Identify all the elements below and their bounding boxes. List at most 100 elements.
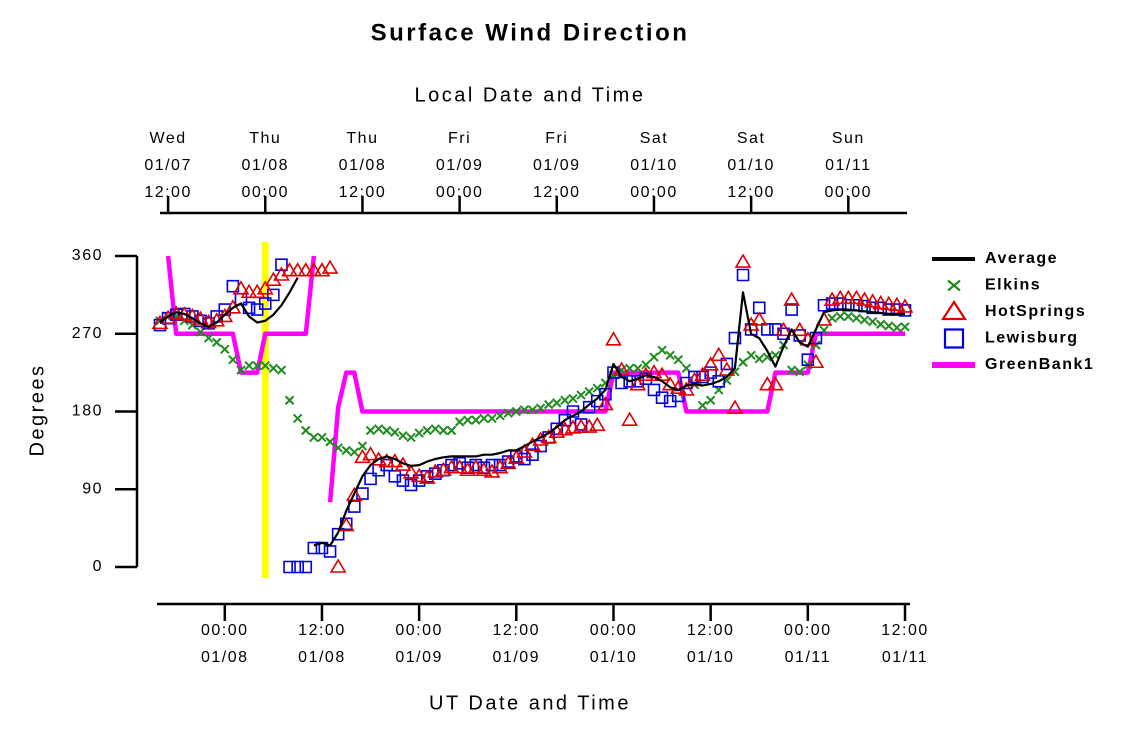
legend-label: GreenBank1	[985, 356, 1094, 373]
marker-x	[365, 425, 376, 436]
marker-triangle	[726, 399, 744, 414]
marker-triangle	[888, 296, 906, 312]
marker-triangle	[281, 262, 298, 277]
marker-triangle	[264, 271, 282, 286]
y-tick-label: 0	[93, 558, 103, 575]
marker-x	[657, 345, 667, 355]
x-tick-label: 01/10	[687, 649, 735, 666]
legend-symbol	[940, 299, 968, 321]
marker-triangle	[499, 454, 517, 470]
marker-square	[275, 258, 288, 271]
marker-square	[299, 560, 313, 574]
marker-x	[244, 361, 254, 371]
x-tick-label: 01/08	[201, 649, 249, 666]
top-tick-label: Sat	[737, 130, 766, 147]
marker-triangle	[443, 459, 460, 474]
marker-x	[867, 316, 878, 327]
marker-x	[236, 365, 246, 375]
marker-triangle	[491, 459, 509, 474]
x-tick-label: 12:00	[298, 622, 346, 639]
marker-triangle	[596, 396, 614, 411]
marker-triangle	[151, 314, 169, 330]
marker-x	[892, 322, 902, 333]
marker-triangle	[791, 321, 809, 337]
marker-x	[851, 313, 862, 323]
marker-triangle	[216, 307, 234, 323]
marker-triangle	[783, 291, 801, 306]
marker-triangle	[605, 331, 622, 346]
marker-x	[519, 405, 530, 415]
marker-triangle	[694, 366, 711, 382]
marker-square	[704, 366, 717, 379]
marker-x	[284, 395, 295, 405]
marker-x	[325, 437, 335, 447]
marker-x	[309, 432, 319, 443]
marker-x	[292, 413, 303, 424]
marker-x	[276, 365, 287, 375]
marker-triangle	[807, 353, 825, 369]
top-tick-label: 01/09	[436, 157, 484, 174]
marker-x	[495, 411, 505, 421]
marker-triangle	[839, 289, 857, 305]
marker-triangle	[629, 376, 647, 391]
marker-triangle	[775, 321, 792, 337]
marker-triangle	[896, 298, 914, 313]
marker-x	[552, 398, 562, 408]
top-tick-label: 01/08	[241, 157, 289, 174]
marker-x	[535, 403, 546, 413]
marker-x	[560, 395, 570, 405]
legend-label: Lewisburg	[985, 330, 1079, 347]
marker-x	[422, 425, 432, 436]
x-tick-label: 12:00	[687, 622, 735, 639]
y-tick-label: 90	[82, 480, 103, 497]
marker-x	[641, 360, 651, 370]
marker-triangle	[362, 446, 379, 461]
marker-x	[341, 445, 351, 456]
marker-triangle	[767, 376, 784, 391]
top-tick-label: 12:00	[727, 184, 775, 201]
legend-label: HotSprings	[985, 303, 1086, 320]
marker-x	[357, 441, 368, 451]
marker-triangle	[329, 558, 347, 573]
top-tick-label: 00:00	[241, 184, 289, 201]
marker-square	[218, 303, 232, 316]
marker-x	[527, 405, 538, 415]
marker-x	[479, 413, 489, 424]
x-tick-label: 12:00	[493, 622, 541, 639]
marker-x	[875, 319, 886, 329]
marker-square	[226, 279, 240, 293]
marker-x	[228, 354, 238, 365]
marker-x	[576, 390, 586, 400]
top-tick-label: 01/08	[339, 157, 387, 174]
top-axis-label: Local Date and Time	[415, 84, 646, 106]
marker-triangle	[305, 262, 323, 277]
marker-x	[454, 417, 465, 427]
top-tick-label: Fri	[545, 130, 568, 147]
marker-x	[511, 406, 522, 417]
marker-x	[633, 363, 643, 374]
top-tick-label: Fri	[448, 130, 471, 147]
marker-triangle	[159, 309, 177, 324]
marker-square	[728, 331, 742, 345]
marker-triangle	[240, 283, 258, 299]
marker-x	[349, 447, 360, 457]
marker-triangle	[710, 346, 728, 362]
x-tick-label: 00:00	[784, 622, 832, 639]
top-tick-label: Wed	[150, 130, 187, 147]
x-tick-label: 01/10	[590, 649, 638, 666]
x-tick-label: 00:00	[201, 622, 249, 639]
marker-x	[754, 354, 764, 364]
legend-symbol	[947, 279, 961, 292]
marker-triangle	[451, 459, 469, 474]
marker-x	[884, 321, 894, 331]
marker-square	[396, 474, 410, 487]
marker-square	[291, 560, 304, 574]
highlight-bar	[261, 242, 269, 578]
marker-x	[746, 350, 756, 361]
marker-square	[785, 303, 798, 316]
marker-triangle	[702, 356, 720, 371]
x-tick-label: 12:00	[881, 622, 929, 639]
x-tick-label: 01/08	[298, 649, 346, 666]
top-tick-label: 01/10	[727, 157, 775, 174]
